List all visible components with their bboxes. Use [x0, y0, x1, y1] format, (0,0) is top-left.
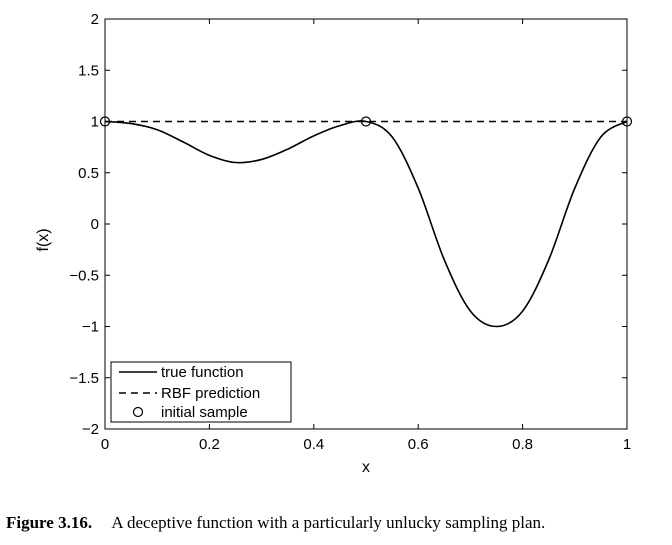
x-tick-label: 0.6: [408, 436, 429, 453]
legend: true function RBF prediction initial sam…: [110, 361, 292, 423]
x-axis-label: x: [362, 459, 370, 476]
legend-label-initial-sample: initial sample: [161, 404, 248, 421]
x-tick-label: 0.4: [303, 436, 324, 453]
initial-sample-point: [360, 116, 372, 127]
initial-sample-point: [621, 116, 633, 127]
legend-marker-initial-sample: [132, 406, 144, 418]
y-tick-label: 0.5: [78, 165, 99, 182]
y-tick-label: −1.5: [69, 370, 99, 387]
initial-sample-point: [99, 116, 111, 127]
legend-label-true-function: true function: [161, 364, 244, 381]
x-tick-label: 0.8: [512, 436, 533, 453]
legend-label-rbf-prediction: RBF prediction: [161, 385, 260, 402]
figure-caption: Figure 3.16. A deceptive function with a…: [6, 513, 670, 533]
figure-caption-text: A deceptive function with a particularly…: [111, 513, 546, 532]
y-axis-label: f(x): [35, 228, 52, 251]
series-layer: [99, 116, 633, 328]
figure-number: Figure 3.16.: [6, 513, 93, 532]
y-tick-label: −1: [82, 319, 99, 336]
y-tick-label: −0.5: [69, 267, 99, 284]
x-tick-label: 1: [623, 436, 631, 453]
axis-ticks: 0 0.2 0.4 0.6 0.8 1 −2 −1.5 −1 −0.5 0 0.5 1 1.5 2: [69, 11, 631, 453]
y-tick-label: 1.5: [78, 62, 99, 79]
y-tick-label: 0: [91, 216, 99, 233]
y-tick-label: −2: [82, 421, 99, 438]
plot-area: [104, 18, 628, 430]
x-tick-label: 0.2: [199, 436, 220, 453]
chart: 0 0.2 0.4 0.6 0.8 1 −2 −1.5 −1 −0.5 0 0.5 1 1.5 2 x f(…: [35, 11, 633, 476]
y-tick-label: 2: [91, 11, 99, 28]
true-function-line: [104, 120, 628, 328]
x-tick-label: 0: [101, 436, 109, 453]
y-tick-label: 1: [91, 114, 99, 131]
